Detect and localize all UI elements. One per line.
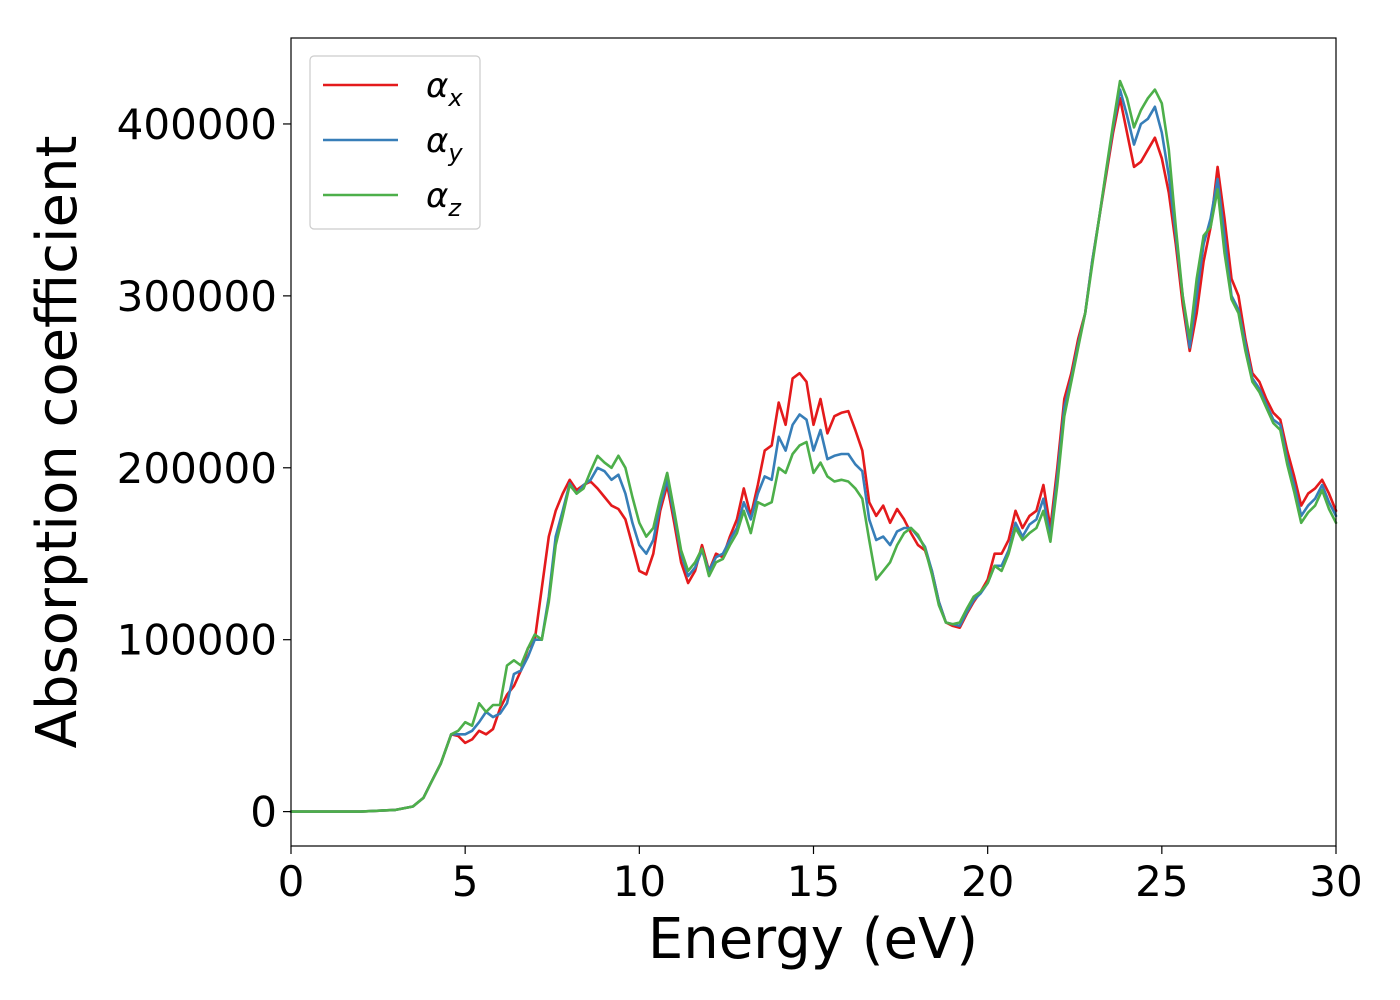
y-axis: 0 100000 200000 300000 400000 — [117, 100, 291, 837]
series-layer — [289, 79, 1338, 813]
legend: αx αy αz — [309, 55, 481, 230]
x-axis-title: Energy (eV) — [648, 907, 978, 972]
y-tick-label: 200000 — [117, 444, 277, 493]
legend-label-alpha-y: αy — [426, 121, 463, 167]
legend-label-alpha-z: αz — [426, 176, 462, 222]
y-axis-title: Absorption coefficient — [25, 136, 90, 749]
series-line-alpha-z — [289, 79, 1338, 813]
y-tick-label: 100000 — [117, 616, 277, 665]
y-tick-label: 300000 — [117, 272, 277, 321]
x-tick-label: 30 — [1309, 857, 1362, 906]
legend-box — [309, 55, 481, 230]
x-tick-label: 20 — [961, 857, 1014, 906]
x-tick-label: 0 — [278, 857, 305, 906]
x-tick-label: 5 — [452, 857, 479, 906]
x-tick-label: 25 — [1135, 857, 1188, 906]
y-tick-label: 0 — [250, 788, 277, 837]
x-tick-label: 15 — [787, 857, 840, 906]
x-tick-label: 10 — [613, 857, 666, 906]
legend-label-alpha-x: αx — [426, 66, 463, 112]
y-tick-label: 400000 — [117, 100, 277, 149]
x-axis: 0 5 10 15 20 25 30 — [278, 846, 1363, 906]
